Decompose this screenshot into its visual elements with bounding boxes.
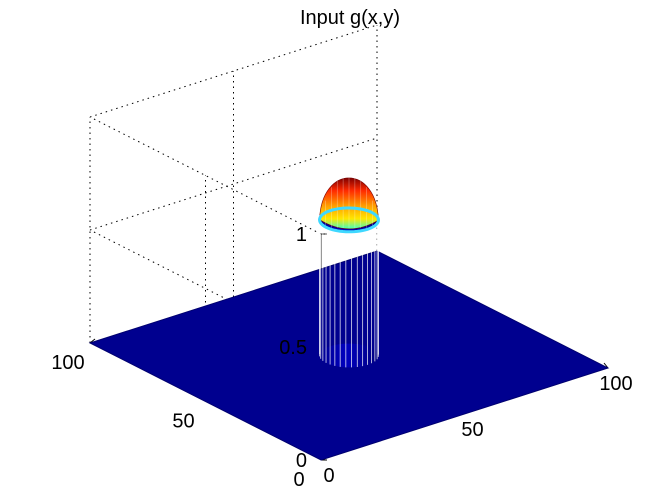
tick-labels: 0 0.5 1 0 50 100 0 50 100 [51,224,632,491]
x-tick-label: 0 [323,465,334,487]
bump-rim-ring [318,206,380,234]
y-tick-label: 50 [172,411,194,433]
y-tick-label: 0 [293,469,304,491]
y-tick-label: 100 [51,352,84,374]
surface-bump [318,169,380,368]
z-tick-label: 0.5 [279,337,307,359]
grid-line-side-z [89,137,378,231]
x-tick-label: 100 [599,373,632,395]
x-tick-label: 50 [461,419,483,441]
z-tick-label: 1 [296,224,307,246]
grid-line-side-z [89,24,378,118]
z-tick-label: 0 [296,450,307,472]
chart-title: Input g(x,y) [300,7,400,29]
grid-line-back-z [89,116,322,235]
grid-line-back-z [89,229,322,348]
